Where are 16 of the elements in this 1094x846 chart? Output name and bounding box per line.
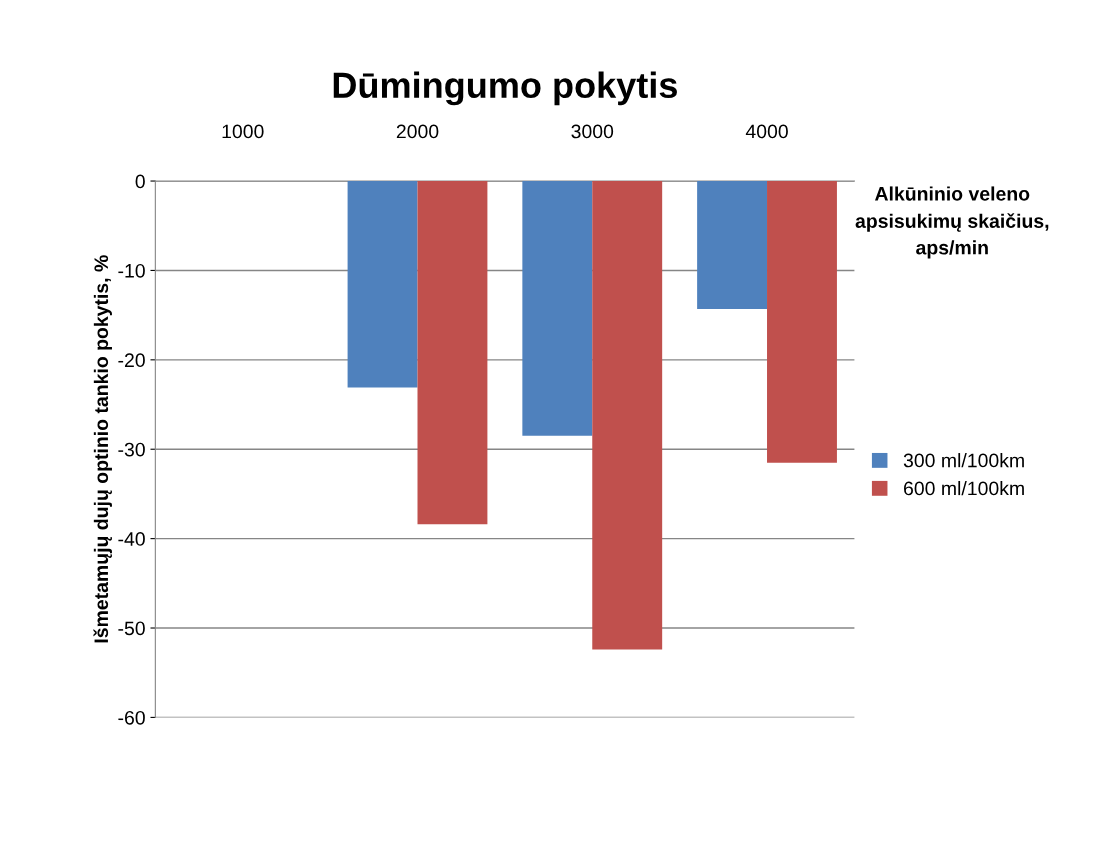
x-tick-label: 4000 bbox=[745, 124, 788, 139]
y-axis-title: Išmetamųjų dujų optinio tankio pokytis, % bbox=[93, 255, 112, 643]
legend-label: 600 ml/100km bbox=[904, 481, 1024, 496]
x-axis-title: Alkūninio veleno apsisukimų skaičius, aps/min bbox=[855, 186, 1049, 259]
y-tick-label: -40 bbox=[118, 532, 145, 546]
x-tick-label: 3000 bbox=[571, 124, 614, 139]
y-tick-label: -30 bbox=[118, 442, 145, 457]
chart-title: Dūmingumo pokytis bbox=[333, 71, 677, 106]
y-tick-label: 0 bbox=[135, 174, 145, 189]
y-tick-label: -10 bbox=[118, 263, 145, 278]
legend-label: 300 ml/100km bbox=[903, 453, 1024, 468]
x-tick-label: 2000 bbox=[396, 124, 439, 139]
y-tick-label: -50 bbox=[118, 621, 145, 636]
y-tick-label: -60 bbox=[118, 710, 145, 725]
x-tick-label: 1000 bbox=[222, 124, 264, 139]
y-tick-label: -20 bbox=[118, 353, 145, 368]
